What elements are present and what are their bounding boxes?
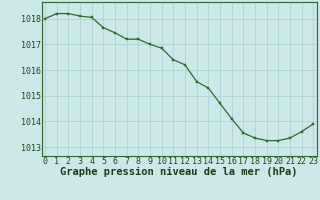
X-axis label: Graphe pression niveau de la mer (hPa): Graphe pression niveau de la mer (hPa) [60, 167, 298, 177]
